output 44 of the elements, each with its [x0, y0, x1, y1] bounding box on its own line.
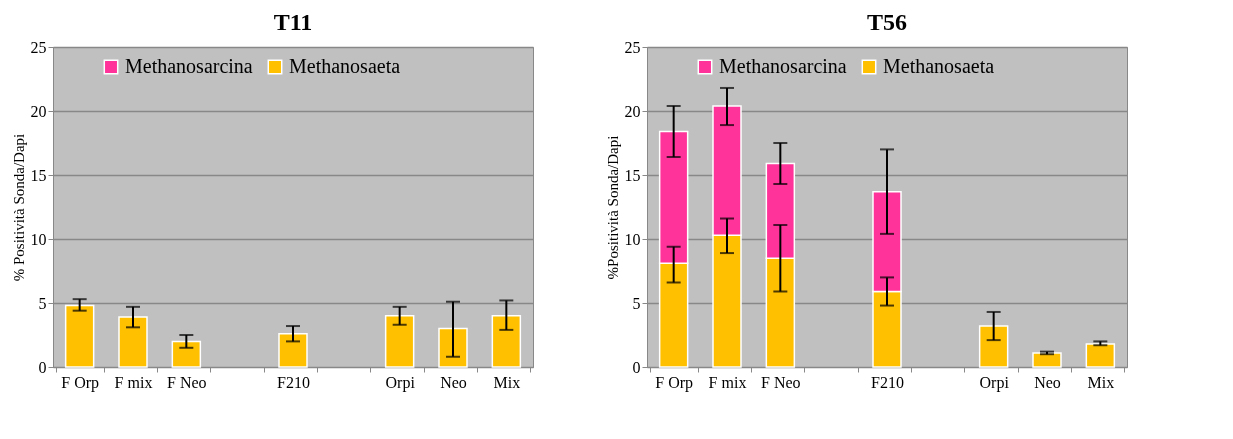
x-tick-label: Neo — [440, 373, 467, 391]
bar — [278, 332, 308, 368]
chart-title: T11 — [273, 9, 313, 35]
bar — [1085, 343, 1116, 368]
legend-label: Methanosaeta — [289, 55, 401, 77]
x-tick-label: F mix — [114, 373, 153, 391]
bar — [384, 315, 415, 368]
y-axis-title: %Positività Sonda/Dapi — [604, 135, 621, 280]
x-tick-label: F Orp — [655, 373, 694, 392]
y-tick-label: 5 — [632, 294, 641, 312]
x-tick-label: F mix — [708, 373, 747, 391]
x-tick-label: F Neo — [761, 373, 801, 391]
chart-title: T56 — [866, 9, 908, 35]
x-tick-label: Orpi — [979, 373, 1010, 392]
y-tick-label: 10 — [30, 230, 47, 248]
y-tick-label: 15 — [624, 166, 641, 184]
y-tick-label: 20 — [624, 102, 641, 120]
bar — [118, 316, 148, 368]
x-tick-label: Orpi — [385, 373, 416, 392]
x-tick-label: F Neo — [167, 373, 207, 391]
bar — [978, 325, 1009, 368]
x-tick-label: F210 — [871, 373, 904, 391]
y-axis-title: % Positività Sonda/Dapi — [10, 133, 27, 282]
y-tick-label: 0 — [632, 358, 641, 376]
x-tick-label: F Orp — [61, 373, 100, 392]
x-tick-label: F210 — [277, 373, 310, 391]
legend-label: Methanosaeta — [883, 55, 995, 77]
y-tick-label: 15 — [30, 166, 47, 184]
x-tick-label: Neo — [1034, 373, 1061, 391]
bar — [438, 327, 468, 368]
legend-label: Methanosarcina — [719, 55, 847, 77]
bar — [171, 340, 202, 368]
y-tick-label: 20 — [30, 102, 47, 120]
y-tick-label: 25 — [30, 38, 47, 56]
x-tick-label: Mix — [493, 373, 521, 391]
y-tick-label: 0 — [38, 358, 47, 376]
y-tick-label: 10 — [624, 230, 641, 248]
legend-label: Methanosarcina — [125, 55, 253, 77]
bar — [64, 304, 95, 368]
x-tick-label: Mix — [1087, 373, 1115, 391]
y-tick-label: 5 — [38, 294, 47, 312]
y-tick-label: 25 — [624, 38, 641, 56]
bar — [491, 315, 522, 368]
bar — [1032, 352, 1062, 368]
